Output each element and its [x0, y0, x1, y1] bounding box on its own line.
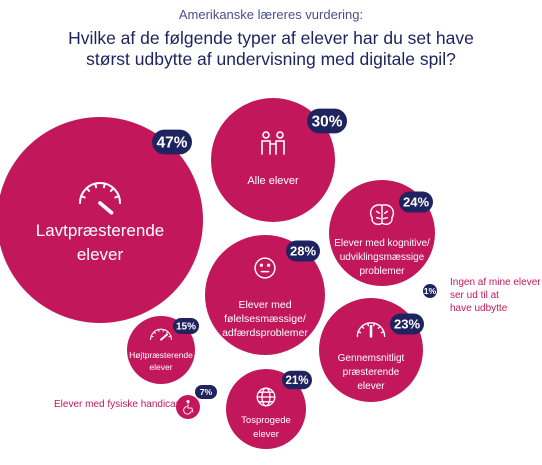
value-badge — [195, 385, 217, 399]
value-badge — [282, 370, 312, 390]
bubble-label: elever — [149, 362, 172, 372]
bubble-group: Gennemsnitligt præsterende elever 23% — [319, 298, 424, 402]
bubble-label: Tosprogede — [241, 415, 291, 426]
value-label: 15% — [176, 322, 196, 333]
bubble-label: præsterende — [343, 367, 400, 378]
chart-title: Hvilke af de følgende typer af elever ha… — [0, 28, 542, 70]
bubble-label: elever — [357, 381, 385, 392]
brain-icon — [369, 204, 395, 226]
bubble-label: elever — [253, 429, 279, 440]
side-label: Ingen af mine elever — [450, 277, 541, 288]
bubble-label: elever — [77, 245, 124, 264]
chart-title-line-2: størst udbytte af undervisning med digit… — [86, 49, 456, 69]
value-label: 7% — [200, 387, 213, 397]
bubble-label: Alle elever — [247, 175, 299, 187]
value-label: 21% — [285, 375, 308, 387]
bubble-label: problemer — [359, 266, 405, 277]
value-label: 28% — [290, 244, 317, 259]
bubble-label: Gennemsnitligt — [338, 353, 405, 364]
bubble-group: Højtpræsterende elever 15% — [127, 316, 199, 384]
bubble-label: Elever med kognitive/ — [334, 238, 430, 249]
value-label: 1% — [424, 286, 437, 296]
gauge-low-icon — [79, 182, 121, 215]
bubble-label: Lavtpræsterende — [36, 221, 165, 240]
bubble — [205, 235, 325, 355]
bubble-group: Tosprogede elever 21% — [226, 369, 312, 449]
chart-title-line-1: Hvilke af de følgende typer af elever ha… — [68, 28, 474, 48]
bubble-label: Elever med — [238, 299, 291, 311]
value-badge — [307, 108, 347, 134]
value-badge — [423, 284, 437, 298]
value-label: 30% — [312, 113, 343, 130]
bubble-group: Ingen af mine elever ser ud til at have ud… — [423, 277, 541, 314]
value-badge — [173, 317, 199, 335]
neutral-face-icon — [254, 257, 276, 279]
bubble — [211, 98, 335, 222]
wheelchair-icon — [183, 399, 194, 415]
value-badge — [152, 129, 192, 155]
side-label: ser ud til at — [450, 290, 499, 301]
value-label: 24% — [403, 195, 430, 210]
value-label: 23% — [394, 317, 421, 332]
value-badge — [286, 240, 320, 262]
bubble-label: Højtpræsterende — [129, 350, 193, 360]
value-badge — [399, 191, 433, 213]
side-label: Elever med fysiske handicap — [54, 399, 182, 410]
bubble — [226, 369, 306, 449]
bubble-group: Alle elever 30% — [211, 98, 347, 222]
value-label: 47% — [157, 134, 188, 151]
bubble-group: Elever med kognitive/udviklingsmæssige pr… — [329, 180, 435, 286]
bubble-label: følelsesmæssige/ — [224, 313, 306, 325]
globe-icon — [256, 387, 276, 407]
value-badge — [390, 313, 424, 335]
bubble-label: udviklingsmæssige — [340, 252, 425, 263]
gauge-high-icon — [150, 328, 172, 341]
bubble-group: Elever med følelsesmæssige/adfærdsproblem… — [205, 235, 325, 355]
bubble-group: Elever med fysiske handicap 7% — [54, 385, 217, 419]
chart-subtitle: Amerikanske læreres vurdering: — [178, 7, 364, 22]
bubble-label: adfærdsproblemer — [222, 327, 308, 339]
bubble — [0, 117, 203, 323]
people-icon — [261, 131, 285, 155]
side-label: have udbytte — [450, 303, 508, 314]
gauge-mid-icon — [356, 322, 386, 338]
bubble-group: Lavtpræsterende elever 47% — [0, 117, 203, 323]
